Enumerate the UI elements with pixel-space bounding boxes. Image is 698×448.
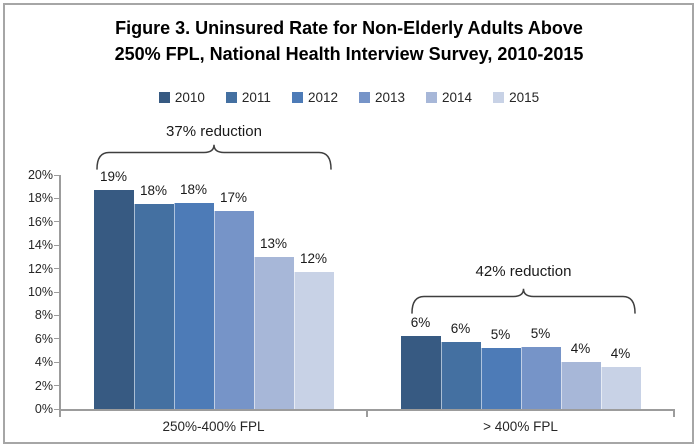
brace-bracket bbox=[411, 288, 636, 314]
legend-item-2013: 2013 bbox=[358, 90, 406, 105]
y-axis-tick bbox=[54, 221, 60, 223]
bar-label-2013: 17% bbox=[219, 190, 248, 206]
x-axis-tick bbox=[59, 409, 61, 417]
y-axis-tick-label: 16% bbox=[27, 214, 53, 229]
legend-label: 2014 bbox=[442, 90, 473, 105]
y-axis-line bbox=[59, 175, 61, 416]
chart-title-line1: Figure 3. Uninsured Rate for Non-Elderly… bbox=[115, 18, 583, 38]
legend-label: 2010 bbox=[174, 90, 205, 105]
bar-label-2012: 18% bbox=[179, 182, 208, 198]
legend-item-2010: 2010 bbox=[158, 90, 205, 105]
bar-label-2015: 12% bbox=[299, 251, 328, 267]
bar-label-2011: 6% bbox=[450, 321, 471, 337]
bar-label-2015: 4% bbox=[610, 345, 631, 361]
brace-bracket bbox=[96, 144, 332, 170]
legend-swatch-icon bbox=[358, 92, 370, 103]
bar-2011 bbox=[440, 342, 481, 409]
bar-label-2011: 18% bbox=[139, 183, 168, 199]
category-label: > 400% FPL bbox=[483, 419, 558, 434]
legend-swatch-icon bbox=[426, 92, 438, 103]
legend-swatch-icon bbox=[291, 92, 303, 103]
y-axis-tick bbox=[54, 197, 60, 199]
chart-title: Figure 3. Uninsured Rate for Non-Elderly… bbox=[0, 15, 698, 67]
legend-item-2015: 2015 bbox=[493, 90, 539, 105]
y-axis-tick-label: 8% bbox=[34, 308, 53, 323]
bar-label-2010: 19% bbox=[99, 169, 128, 185]
bar-2014 bbox=[253, 256, 294, 409]
category-label: 250%-400% FPL bbox=[162, 419, 265, 434]
y-axis-tick bbox=[54, 408, 60, 410]
y-axis-tick bbox=[54, 385, 60, 387]
bar-2012 bbox=[173, 203, 214, 409]
bar-2011 bbox=[133, 204, 174, 409]
bar-2015 bbox=[293, 272, 334, 409]
y-axis-tick bbox=[54, 268, 60, 270]
legend-item-2014: 2014 bbox=[426, 90, 472, 105]
legend-item-2012: 2012 bbox=[291, 90, 338, 105]
bar-2010 bbox=[93, 190, 134, 409]
y-axis-tick-label: 18% bbox=[27, 191, 53, 206]
bar-label-2014: 4% bbox=[570, 341, 591, 357]
y-axis-tick-label: 10% bbox=[27, 285, 53, 299]
legend-swatch-icon bbox=[225, 92, 237, 103]
y-axis-tick bbox=[54, 244, 60, 246]
x-axis-tick bbox=[366, 409, 368, 417]
legend-label: 2011 bbox=[241, 90, 271, 105]
y-axis-tick-label: 6% bbox=[34, 331, 53, 346]
y-axis-tick bbox=[54, 338, 60, 340]
bar-2014 bbox=[560, 362, 601, 409]
bar-2012 bbox=[480, 348, 521, 409]
bar-label-2010: 6% bbox=[410, 315, 431, 331]
y-axis-tick bbox=[54, 174, 60, 176]
chart-title-line2: 250% FPL, National Health Interview Surv… bbox=[114, 44, 584, 64]
legend-swatch-icon bbox=[493, 92, 505, 103]
y-axis-tick-label: 4% bbox=[34, 355, 53, 370]
y-axis-tick bbox=[54, 291, 60, 293]
bar-2015 bbox=[600, 366, 641, 409]
y-axis-tick-label: 20% bbox=[27, 168, 53, 182]
y-axis-tick-label: 14% bbox=[27, 238, 53, 253]
annotation-text: 42% reduction bbox=[475, 263, 572, 280]
legend-label: 2015 bbox=[509, 90, 540, 105]
bar-label-2014: 13% bbox=[259, 235, 288, 251]
legend-label: 2013 bbox=[374, 90, 406, 105]
legend-item-2011: 2011 bbox=[225, 90, 271, 105]
bar-2013 bbox=[213, 211, 254, 409]
y-axis-tick bbox=[54, 361, 60, 363]
annotation-text: 37% reduction bbox=[166, 123, 262, 140]
bar-2013 bbox=[520, 346, 561, 409]
y-axis-tick-label: 0% bbox=[34, 402, 53, 416]
bar-label-2012: 5% bbox=[490, 327, 511, 343]
y-axis-tick-label: 12% bbox=[27, 261, 53, 276]
legend-label: 2012 bbox=[307, 90, 338, 105]
x-axis-tick bbox=[673, 409, 675, 417]
legend-swatch-icon bbox=[158, 92, 170, 103]
y-axis-tick bbox=[54, 314, 60, 316]
bar-2010 bbox=[400, 336, 441, 409]
bar-label-2013: 5% bbox=[530, 325, 551, 341]
y-axis-tick-label: 2% bbox=[34, 378, 53, 393]
legend: 2010 2011 2012 2013 2014 2015 bbox=[0, 90, 698, 105]
